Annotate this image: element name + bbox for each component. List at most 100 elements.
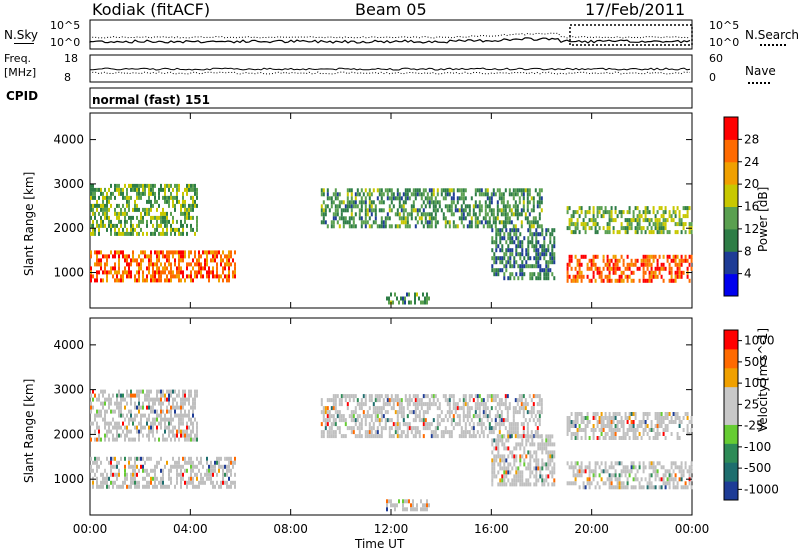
- echo-cell: [504, 220, 507, 225]
- echo-cell: [630, 424, 633, 428]
- echo-cell: [350, 196, 353, 201]
- echo-cell: [98, 195, 100, 200]
- echo-cell: [682, 485, 685, 490]
- echo-cell: [488, 220, 491, 225]
- echo-cell: [146, 456, 148, 461]
- echo-cell: [96, 203, 98, 208]
- echo-cell: [492, 208, 495, 213]
- echo-cell: [588, 485, 591, 490]
- echo-cell: [186, 183, 188, 188]
- echo-cell: [553, 478, 556, 483]
- echo-cell: [436, 426, 439, 431]
- echo-cell: [162, 484, 164, 489]
- echo-cell: [332, 216, 335, 221]
- echo-cell: [380, 196, 383, 201]
- echo-cell: [545, 264, 548, 269]
- echo-cell: [493, 252, 496, 257]
- echo-cell: [114, 254, 116, 259]
- echo-cell: [674, 278, 677, 283]
- echo-cell: [120, 413, 122, 418]
- echo-cell: [362, 410, 365, 415]
- echo-cell: [322, 434, 325, 439]
- echo-cell: [484, 208, 487, 213]
- echo-cell: [202, 464, 204, 469]
- x-tick-label: 08:00: [273, 522, 308, 536]
- echo-cell: [672, 461, 675, 466]
- echo-cell: [152, 429, 154, 434]
- echo-cell: [535, 240, 538, 245]
- echo-cell: [650, 254, 653, 259]
- echo-cell: [634, 262, 637, 267]
- echo-cell: [160, 417, 162, 422]
- echo-cell: [382, 220, 385, 225]
- echo-cell: [636, 428, 639, 432]
- echo-cell: [214, 484, 216, 489]
- echo-cell: [499, 240, 502, 245]
- echo-cell: [174, 207, 176, 212]
- echo-cell: [540, 410, 543, 415]
- echo-cell: [656, 436, 659, 440]
- echo-cell: [114, 425, 116, 430]
- echo-cell: [448, 204, 451, 209]
- echo-cell: [572, 274, 575, 279]
- echo-cell: [104, 425, 106, 430]
- echo-cell: [386, 394, 389, 399]
- echo-cell: [598, 274, 601, 279]
- echo-cell: [164, 413, 166, 418]
- echo-cell: [478, 188, 481, 193]
- echo-cell: [444, 398, 447, 403]
- echo-cell: [126, 389, 128, 394]
- echo-cell: [658, 485, 661, 490]
- echo-cell: [644, 412, 647, 416]
- echo-cell: [682, 270, 685, 275]
- echo-cell: [112, 425, 114, 430]
- echo-cell: [537, 434, 540, 439]
- echo-cell: [184, 254, 186, 259]
- echo-cell: [511, 450, 514, 455]
- echo-cell: [114, 437, 116, 442]
- echo-cell: [534, 430, 537, 435]
- echo-cell: [126, 227, 128, 232]
- echo-cell: [396, 434, 399, 439]
- echo-cell: [529, 276, 532, 281]
- echo-cell: [156, 266, 158, 271]
- echo-cell: [150, 480, 152, 485]
- echo-cell: [226, 456, 228, 461]
- echo-cell: [160, 421, 162, 426]
- echo-cell: [172, 215, 174, 220]
- echo-cell: [134, 401, 136, 406]
- echo-cell: [525, 466, 528, 471]
- echo-cell: [414, 398, 417, 403]
- echo-cell: [110, 231, 112, 236]
- echo-cell: [499, 462, 502, 467]
- echo-cell: [476, 414, 479, 419]
- echo-cell: [132, 254, 134, 259]
- echo-cell: [180, 223, 182, 228]
- echo-cell: [426, 220, 429, 225]
- echo-cell: [648, 218, 651, 223]
- echo-cell: [232, 464, 234, 469]
- echo-cell: [608, 270, 611, 275]
- echo-cell: [450, 410, 453, 415]
- echo-cell: [506, 418, 509, 423]
- echo-cell: [140, 250, 142, 255]
- echo-cell: [104, 417, 106, 422]
- echo-cell: [614, 436, 617, 440]
- echo-cell: [414, 196, 417, 201]
- echo-cell: [384, 394, 387, 399]
- echo-cell: [586, 274, 589, 279]
- echo-cell: [346, 204, 349, 209]
- echo-cell: [170, 464, 172, 469]
- echo-cell: [517, 236, 520, 241]
- echo-cell: [170, 393, 172, 398]
- echo-cell: [150, 409, 152, 414]
- echo-cell: [154, 417, 156, 422]
- echo-cell: [196, 195, 198, 200]
- echo-cell: [500, 414, 503, 419]
- echo-cell: [334, 394, 337, 399]
- echo-cell: [96, 223, 98, 228]
- echo-cell: [608, 262, 611, 267]
- echo-cell: [138, 219, 140, 224]
- echo-cell: [134, 468, 136, 473]
- echo-cell: [164, 464, 166, 469]
